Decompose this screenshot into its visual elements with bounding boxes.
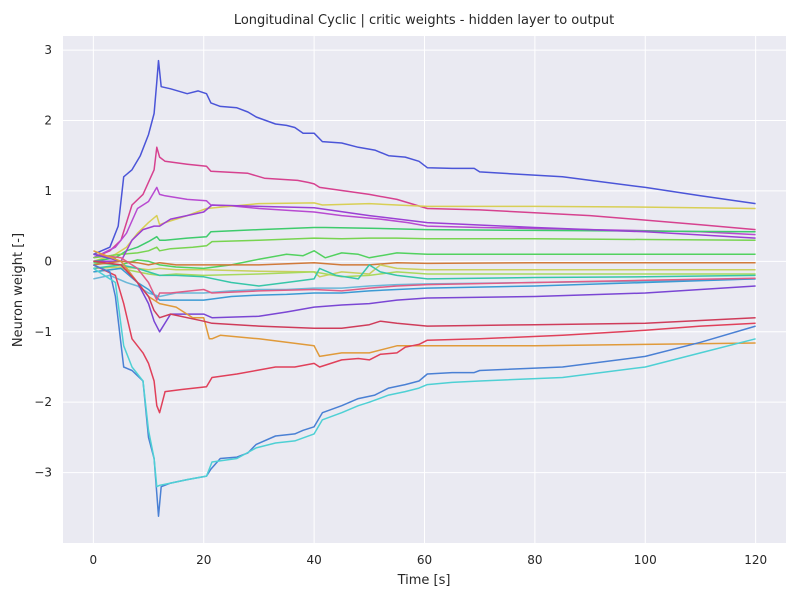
y-tick-label: 3 xyxy=(44,43,52,57)
y-tick-label: 1 xyxy=(44,184,52,198)
series-line-1 xyxy=(93,59,756,255)
series-line-14 xyxy=(93,267,756,301)
y-axis-ticks: −3 −2 −1 0 1 2 3 xyxy=(34,43,52,480)
series-line-5 xyxy=(93,226,756,263)
x-tick-label: 0 xyxy=(90,553,98,567)
x-tick-label: 60 xyxy=(417,553,432,567)
y-tick-label: −2 xyxy=(34,395,52,409)
x-tick-label: 40 xyxy=(306,553,321,567)
series-line-18 xyxy=(93,260,756,329)
x-tick-label: 120 xyxy=(744,553,767,567)
data-lines xyxy=(92,59,756,517)
y-axis-label: Neuron weight [-] xyxy=(11,233,26,347)
x-tick-label: 20 xyxy=(196,553,211,567)
series-line-4 xyxy=(93,202,756,263)
y-tick-label: 2 xyxy=(44,114,52,128)
series-line-9 xyxy=(93,260,756,266)
y-tick-label: −3 xyxy=(34,466,52,480)
series-line-7 xyxy=(93,204,756,263)
series-line-8 xyxy=(93,250,756,270)
series-line-20 xyxy=(93,264,756,517)
series-line-15 xyxy=(93,253,756,301)
y-tick-label: 0 xyxy=(44,254,52,268)
series-line-12 xyxy=(93,264,756,287)
series-line-21 xyxy=(92,267,756,488)
x-tick-label: 80 xyxy=(527,553,542,567)
series-line-2 xyxy=(93,146,756,259)
y-tick-label: −1 xyxy=(34,325,52,339)
series-line-11 xyxy=(93,267,756,278)
x-axis-label: Time [s] xyxy=(397,573,451,588)
series-line-19 xyxy=(93,264,756,414)
series-line-6 xyxy=(93,237,756,259)
x-axis-ticks: 0 20 40 60 80 100 120 xyxy=(90,553,768,567)
series-line-16 xyxy=(93,253,756,333)
x-tick-label: 100 xyxy=(634,553,657,567)
chart-title: Longitudinal Cyclic | critic weights - h… xyxy=(234,13,614,28)
